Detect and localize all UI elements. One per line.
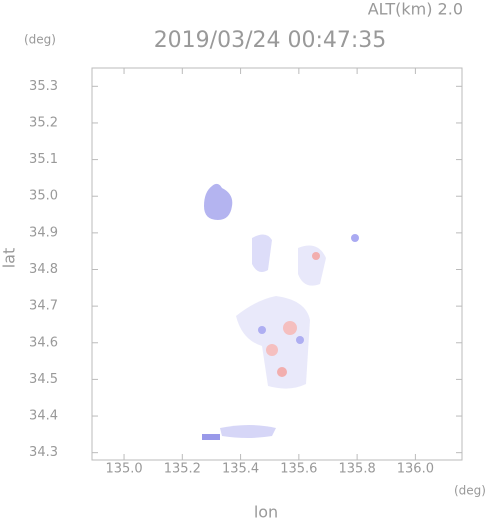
y-axis-label: lat [0,248,19,269]
y-unit: (deg) [24,33,56,47]
x-tick-label: 135.0 [105,462,142,477]
x-tick-label: 135.4 [222,462,259,477]
y-tick-label: 34.8 [29,262,58,277]
echo-field [202,183,359,440]
y-tick-label: 35.3 [29,79,58,94]
x-tick-label: 135.2 [164,462,201,477]
x-axis-label: lon [254,503,278,521]
y-tick-label: 34.4 [29,409,58,424]
altitude-label: ALT(km) 2.0 [368,0,463,19]
y-tick-label: 35.2 [29,115,58,130]
x-unit: (deg) [454,484,486,498]
plot-frame [91,67,463,461]
y-tick-label: 35.0 [29,189,58,204]
x-tick-label: 136.0 [397,462,434,477]
y-tick-label: 35.1 [29,152,58,167]
chart-title: 2019/03/24 00:47:35 [154,28,387,53]
y-tick-label: 34.7 [29,299,58,314]
x-tick-label: 135.6 [280,462,317,477]
y-tick-label: 34.6 [29,335,58,350]
x-tick-label: 135.8 [339,462,376,477]
y-tick-label: 34.9 [29,225,58,240]
y-tick-label: 34.3 [29,445,58,460]
y-tick-label: 34.5 [29,372,58,387]
